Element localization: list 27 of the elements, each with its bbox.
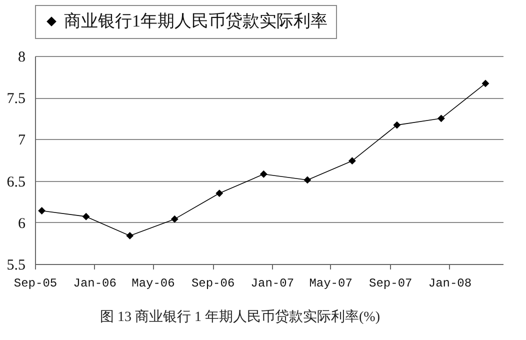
y-tick-label: 6 — [18, 216, 26, 232]
y-tick-label: 7.5 — [6, 91, 26, 108]
x-tick-label: Jan-06 — [73, 276, 116, 290]
x-tick-label: Jan-08 — [428, 276, 472, 290]
legend-label: 商业银行1年期人民币贷款实际利率 — [64, 12, 328, 30]
y-tick-label: 6.5 — [6, 174, 26, 190]
point — [216, 190, 224, 197]
x-tick-label: Sep-07 — [369, 276, 412, 290]
point — [260, 170, 268, 178]
caption: 图 13 商业银行 1 年期人民币贷款实际利率(%) — [100, 308, 381, 326]
point — [126, 232, 134, 240]
y-tick-label: 5.5 — [6, 258, 26, 274]
point — [393, 121, 401, 129]
x-tick-label: Sep-05 — [14, 276, 58, 290]
point — [82, 212, 90, 220]
point — [304, 176, 312, 184]
point — [348, 157, 356, 165]
x-tick-label: Sep-06 — [191, 276, 235, 290]
point — [482, 80, 490, 88]
point — [38, 207, 46, 214]
x-tick-label: Jan-07 — [250, 276, 294, 290]
x-tick-label: May-07 — [309, 276, 352, 290]
point — [438, 114, 445, 122]
y-tick-label: 7 — [18, 132, 26, 149]
x-tick-label: May-06 — [132, 276, 175, 290]
y-tick-label: 8 — [18, 50, 26, 66]
point — [170, 215, 178, 223]
